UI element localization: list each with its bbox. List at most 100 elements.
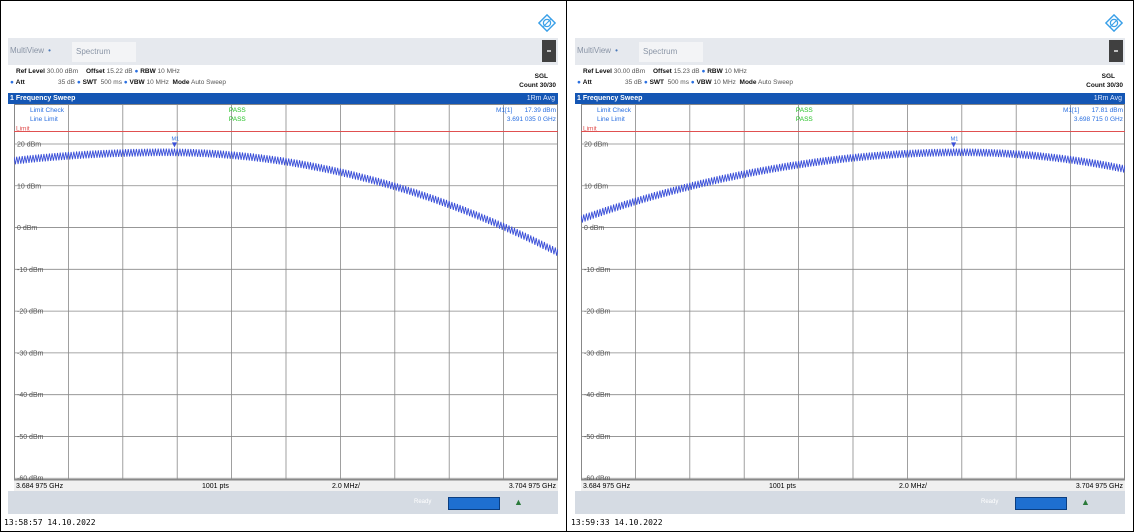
start-frequency: 3.684 975 GHz [16,483,64,490]
offset-label: Offset [86,68,105,75]
y-tick-label: -20 dBm [584,309,611,316]
sgl-indicator: SGL [1101,73,1115,80]
sweep-count: Count 30/30 [519,82,556,89]
y-tick-label: -60 dBm [584,476,611,480]
capture-timestamp: 13:58:57 14.10.2022 [4,518,96,527]
vbw-value: 10 MHz [146,79,169,86]
tab-spectrum[interactable]: Spectrum [639,42,703,62]
status-bar: Ready ▲ [8,491,558,514]
offset-label: Offset [653,68,672,75]
marker-label: M1[1] [496,107,512,114]
marker-m1[interactable] [951,142,957,148]
y-tick-label: -50 dBm [584,434,611,441]
y-tick-label: -20 dBm [17,309,44,316]
stop-frequency: 3.704 975 GHz [1075,483,1123,490]
mode-label: Mode [739,79,757,86]
analyzer-screenshot: MultiView • Spectrum Ref Level 30.00 dBm … [575,38,1125,514]
frequency-axis-bar: 3.684 975 GHz 1001 pts 2.0 MHz/ 3.704 97… [14,480,558,492]
left-analyzer-panel: MultiView • Spectrum Ref Level 30.00 dBm … [0,0,566,532]
rbw-label: RBW [140,68,156,75]
stop-frequency: 3.704 975 GHz [508,483,556,490]
spectrum-plot[interactable]: 20 dBm 10 dBm 0 dBm -10 dBm -20 dBm -30 dBm -4… [14,104,558,480]
rohde-schwarz-logo-icon [538,14,556,32]
rbw-value: 10 MHz [724,68,747,75]
y-tick-label: -60 dBm [17,476,44,480]
offset-value: 15.22 dB [106,68,133,75]
y-tick-label: -10 dBm [584,267,611,274]
plot-svg: 20 dBm 10 dBm 0 dBm -10 dBm -20 dBm -30 dBm -4… [14,104,558,480]
limit-check-label: Limit Check [30,107,65,114]
offset-value: 15.23 dB [673,68,700,75]
minimize-button[interactable] [542,40,556,62]
y-tick-label: -10 dBm [17,267,44,274]
y-tick-label: 0 dBm [584,225,604,232]
sweep-points: 1001 pts [769,483,796,490]
limit-check-label: Limit Check [597,107,632,114]
spectrum-plot[interactable]: 20 dBm 10 dBm 0 dBm -10 dBm -20 dBm -30 dBm -4… [581,104,1125,480]
limit-tag: Limit [583,125,597,132]
vbw-label: VBW [129,79,145,86]
settings-info: Ref Level 30.00 dBm Offset 15.22 dB ● RB… [8,65,558,93]
swt-label: SWT [82,79,98,86]
y-tick-label: 20 dBm [17,142,41,149]
marker-level: 17.81 dBm [1092,107,1123,114]
att-value: 35 dB [58,79,75,86]
marker-tag: M1 [171,136,179,142]
swt-label: SWT [649,79,665,86]
trace-mode-label: 1Rm Avg [1093,95,1122,102]
sgl-indicator: SGL [534,73,548,80]
span-per-division: 2.0 MHz/ [899,483,928,490]
y-tick-label: 20 dBm [584,142,608,149]
ref-level-label: Ref Level [16,68,45,75]
sweep-points: 1001 pts [202,483,229,490]
tab-spectrum[interactable]: Spectrum [72,42,136,62]
limit-check-result: PASS [229,107,247,114]
minimize-button[interactable] [1109,40,1123,62]
y-tick-label: 0 dBm [17,225,37,232]
att-value: 35 dB [625,79,642,86]
right-analyzer-panel: MultiView • Spectrum Ref Level 30.00 dBm … [567,0,1133,532]
marker-tag: M1 [951,136,959,142]
y-tick-label: 10 dBm [17,183,41,190]
vbw-label: VBW [696,79,712,86]
ref-level-label: Ref Level [583,68,612,75]
line-limit-label: Line Limit [597,116,625,123]
att-label: Att [582,79,592,86]
mode-value: Auto Sweep [757,79,794,86]
ref-level-value: 30.00 dBm [46,68,79,75]
marker-level: 17.39 dBm [525,107,556,114]
sweep-count: Count 30/30 [1086,82,1123,89]
status-bar: Ready ▲ [575,491,1125,514]
vbw-value: 10 MHz [713,79,736,86]
sweep-title: 1 Frequency Sweep [10,95,76,102]
spectrum-trace [581,148,1125,223]
span-per-division: 2.0 MHz/ [332,483,361,490]
ref-level-value: 30.00 dBm [613,68,646,75]
marker-label: M1[1] [1063,107,1079,114]
plot-svg: 20 dBm 10 dBm 0 dBm -10 dBm -20 dBm -30 dBm -4… [581,104,1125,480]
status-detail [526,497,556,503]
y-tick-label: -50 dBm [17,434,44,441]
tab-bar: MultiView • Spectrum [575,38,1125,65]
status-detail [1093,497,1123,503]
rohde-schwarz-logo-icon [1105,14,1123,32]
tab-multiview[interactable]: MultiView • [10,46,51,55]
sweep-title-bar: 1 Frequency Sweep 1Rm Avg [8,93,558,104]
line-limit-result: PASS [796,116,814,123]
start-frequency: 3.684 975 GHz [583,483,631,490]
y-tick-label: -40 dBm [584,392,611,399]
progress-bar [448,497,500,510]
marker-m1[interactable] [171,142,177,148]
tab-bar: MultiView • Spectrum [8,38,558,65]
progress-bar [1015,497,1067,510]
sweep-title: 1 Frequency Sweep [577,95,643,102]
status-ready-text: Ready [414,499,432,505]
line-limit-result: PASS [229,116,247,123]
tab-multiview[interactable]: MultiView • [577,46,618,55]
limit-check-result: PASS [796,107,814,114]
mode-label: Mode [172,79,190,86]
y-tick-label: -40 dBm [17,392,44,399]
panel-divider [566,0,567,532]
frequency-axis-bar: 3.684 975 GHz 1001 pts 2.0 MHz/ 3.704 97… [581,480,1125,492]
y-tick-label: -30 dBm [17,350,44,357]
